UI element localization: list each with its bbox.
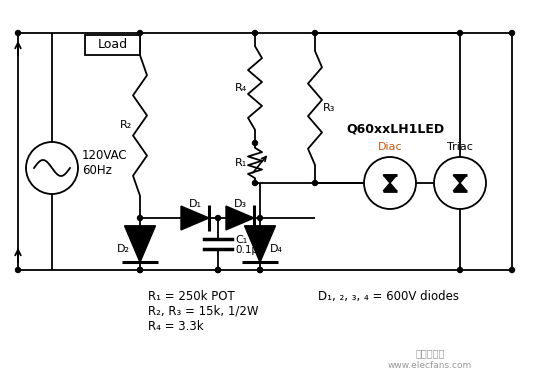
Text: D₂: D₂	[117, 244, 130, 254]
Polygon shape	[124, 226, 155, 262]
Text: www.elecfans.com: www.elecfans.com	[388, 361, 472, 370]
Text: R₄ = 3.3k: R₄ = 3.3k	[148, 320, 204, 333]
Text: R₄: R₄	[235, 83, 247, 93]
Circle shape	[16, 31, 20, 36]
Circle shape	[312, 31, 317, 36]
Polygon shape	[244, 226, 276, 262]
Text: Q60xxLH1LED: Q60xxLH1LED	[346, 122, 444, 135]
Text: D₁, ₂, ₃, ₄ = 600V diodes: D₁, ₂, ₃, ₄ = 600V diodes	[318, 290, 459, 303]
Circle shape	[252, 181, 257, 186]
Circle shape	[138, 215, 143, 220]
Text: Load: Load	[98, 39, 128, 51]
Text: D₁: D₁	[189, 199, 202, 209]
Text: Triac: Triac	[447, 142, 473, 152]
Circle shape	[252, 141, 257, 146]
Circle shape	[215, 215, 220, 220]
Text: 0.1μF: 0.1μF	[235, 245, 264, 255]
Polygon shape	[383, 175, 397, 183]
Circle shape	[510, 268, 515, 273]
Polygon shape	[181, 206, 209, 230]
Text: Diac: Diac	[378, 142, 403, 152]
Text: R₁: R₁	[235, 158, 247, 168]
Circle shape	[458, 268, 463, 273]
Text: R₁ = 250k POT: R₁ = 250k POT	[148, 290, 235, 303]
Text: D₄: D₄	[270, 244, 283, 254]
Text: D₃: D₃	[234, 199, 247, 209]
Polygon shape	[453, 175, 467, 183]
Text: C₁: C₁	[235, 235, 247, 245]
Text: R₂: R₂	[120, 121, 132, 130]
Circle shape	[138, 268, 143, 273]
Polygon shape	[453, 183, 467, 191]
FancyBboxPatch shape	[85, 35, 140, 55]
Circle shape	[312, 181, 317, 186]
Text: 120VAC
60Hz: 120VAC 60Hz	[82, 149, 128, 177]
Circle shape	[215, 268, 220, 273]
Polygon shape	[226, 206, 254, 230]
Text: R₃: R₃	[323, 103, 335, 113]
Circle shape	[16, 268, 20, 273]
Circle shape	[252, 31, 257, 36]
Text: R₂, R₃ = 15k, 1/2W: R₂, R₃ = 15k, 1/2W	[148, 305, 258, 318]
Polygon shape	[383, 183, 397, 191]
Circle shape	[138, 268, 143, 273]
Circle shape	[510, 31, 515, 36]
Circle shape	[257, 268, 263, 273]
Circle shape	[138, 31, 143, 36]
Circle shape	[257, 215, 263, 220]
Circle shape	[257, 268, 263, 273]
Circle shape	[215, 268, 220, 273]
Circle shape	[458, 31, 463, 36]
Text: 電子發燒友: 電子發燒友	[415, 348, 445, 358]
